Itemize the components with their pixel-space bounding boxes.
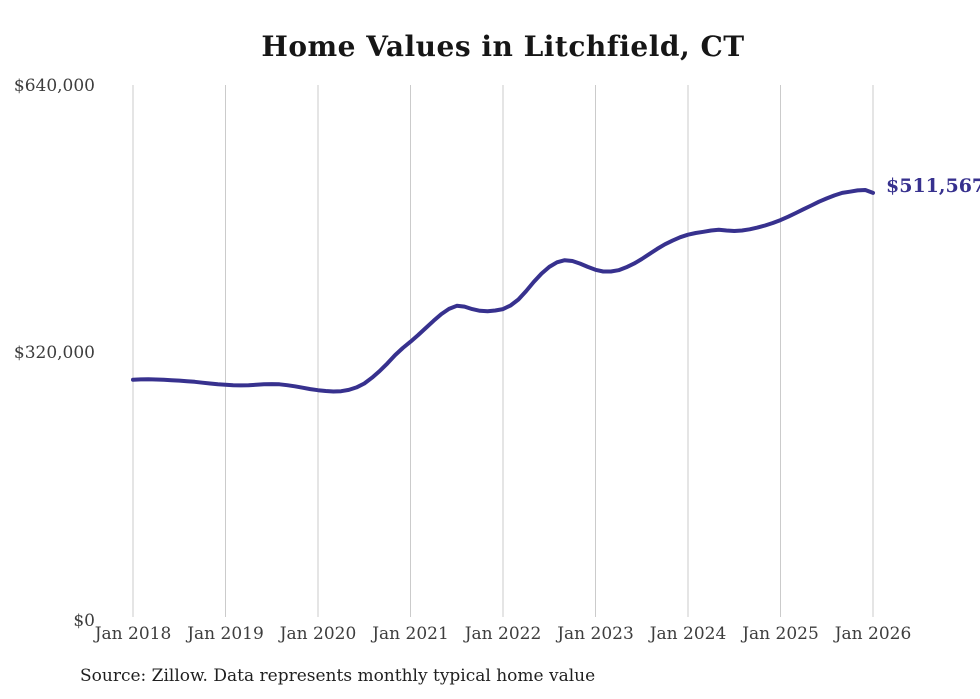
x-tick-label: Jan 2019 bbox=[187, 624, 264, 644]
y-tick-label: $320,000 bbox=[13, 343, 95, 363]
x-tick-label: Jan 2025 bbox=[742, 624, 819, 644]
x-tick-label: Jan 2023 bbox=[557, 624, 634, 644]
source-note: Source: Zillow. Data represents monthly … bbox=[80, 666, 596, 686]
x-tick-label: Jan 2020 bbox=[279, 624, 357, 644]
home-value-line bbox=[131, 188, 875, 394]
x-tick-label: Jan 2018 bbox=[94, 624, 172, 644]
x-tick-label: Jan 2022 bbox=[464, 624, 542, 644]
y-tick-label: $0 bbox=[73, 610, 95, 631]
y-tick-label: $640,000 bbox=[13, 75, 95, 96]
latest-value-label: $511,567 bbox=[886, 174, 980, 197]
x-tick-label: Jan 2024 bbox=[649, 624, 727, 644]
chart-title: Home Values in Litchfield, CT bbox=[261, 30, 745, 63]
x-tick-label: Jan 2026 bbox=[834, 624, 912, 644]
plot-area bbox=[131, 85, 875, 617]
year-gridlines bbox=[132, 85, 874, 617]
x-tick-label: Jan 2021 bbox=[372, 624, 449, 644]
